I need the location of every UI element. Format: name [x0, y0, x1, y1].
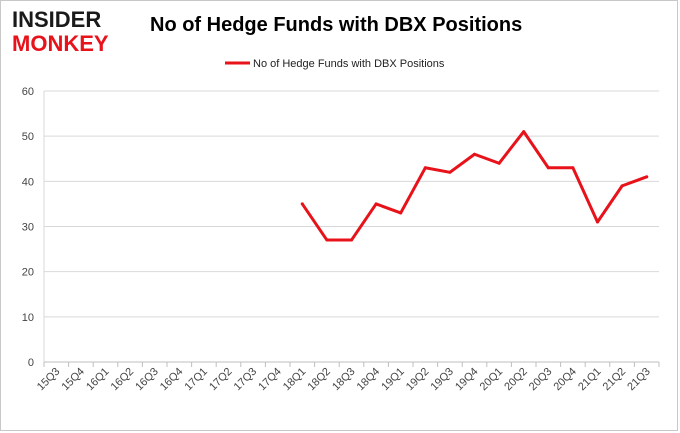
data-point-18Q2: [325, 238, 329, 242]
grid: [44, 90, 659, 318]
data-point-19Q1: [399, 211, 403, 215]
y-tick-label-20: 20: [22, 267, 34, 279]
insider-monkey-logo: INSIDER MONKEY: [12, 7, 109, 56]
data-point-21Q2: [620, 184, 624, 188]
x-tick-label-19Q2: 19Q2: [404, 366, 432, 394]
y-tick-label-60: 60: [22, 86, 34, 98]
x-tick-label-17Q3: 17Q3: [232, 366, 260, 394]
y-tick-label-30: 30: [22, 222, 34, 234]
logo-monkey-text: MONKEY: [12, 31, 109, 56]
x-tick-label-18Q1: 18Q1: [281, 366, 309, 394]
data-point-18Q4: [374, 202, 378, 206]
data-point-21Q1: [596, 220, 599, 224]
x-tick-label-15Q3: 15Q3: [35, 366, 63, 394]
x-tick-label-18Q4: 18Q4: [355, 366, 383, 394]
x-tick-label-16Q4: 16Q4: [158, 366, 186, 394]
series-line-0: [300, 130, 649, 242]
data-point-19Q2: [423, 166, 427, 170]
x-tick-label-21Q1: 21Q1: [576, 366, 604, 394]
x-tick-label-20Q2: 20Q2: [502, 366, 530, 394]
x-tick-label-17Q2: 17Q2: [207, 366, 235, 394]
logo-insider-text: INSIDER: [12, 7, 101, 32]
x-tick-label-16Q1: 16Q1: [84, 366, 112, 394]
x-tick-label-17Q1: 17Q1: [182, 366, 210, 394]
x-tick-label-20Q3: 20Q3: [527, 366, 555, 394]
data-point-20Q1: [497, 161, 501, 165]
x-tick-label-18Q2: 18Q2: [305, 366, 333, 394]
y-tick-label-40: 40: [22, 176, 34, 188]
x-tick-label-20Q1: 20Q1: [478, 366, 506, 394]
chart-title: No of Hedge Funds with DBX Positions: [150, 14, 523, 36]
y-tick-label-50: 50: [22, 131, 34, 143]
axes: [43, 91, 660, 367]
y-tick-label-10: 10: [22, 312, 34, 324]
x-tick-label-19Q4: 19Q4: [453, 366, 481, 394]
data-point-18Q3: [350, 238, 353, 242]
data-point-20Q3: [546, 166, 550, 170]
x-tick-label-19Q1: 19Q1: [379, 366, 407, 394]
data-point-20Q4: [571, 166, 575, 170]
x-tick-label-15Q4: 15Q4: [59, 366, 87, 394]
legend: No of Hedge Funds with DBX Positions: [225, 58, 445, 70]
y-tick-label-0: 0: [28, 357, 34, 369]
data-point-21Q3: [645, 175, 649, 179]
x-tick-label-17Q4: 17Q4: [256, 366, 284, 394]
x-tick-label-21Q3: 21Q3: [625, 366, 653, 394]
x-tick-labels: 15Q315Q416Q116Q216Q316Q417Q117Q217Q317Q4…: [35, 366, 653, 394]
x-tick-label-16Q2: 16Q2: [109, 366, 137, 394]
x-tick-label-21Q2: 21Q2: [601, 366, 629, 394]
legend-label: No of Hedge Funds with DBX Positions: [253, 58, 445, 70]
x-tick-label-20Q4: 20Q4: [551, 366, 579, 394]
y-tick-labels: 0 10 20 30 40 50 60: [22, 86, 34, 369]
x-tick-label-18Q3: 18Q3: [330, 366, 358, 394]
series: [300, 130, 649, 242]
x-tick-label-19Q3: 19Q3: [428, 366, 456, 394]
data-point-19Q3: [448, 170, 452, 174]
data-point-19Q4: [473, 152, 476, 156]
data-point-18Q1: [300, 202, 304, 206]
x-tick-label-16Q3: 16Q3: [133, 366, 161, 394]
data-point-20Q2: [522, 130, 526, 134]
